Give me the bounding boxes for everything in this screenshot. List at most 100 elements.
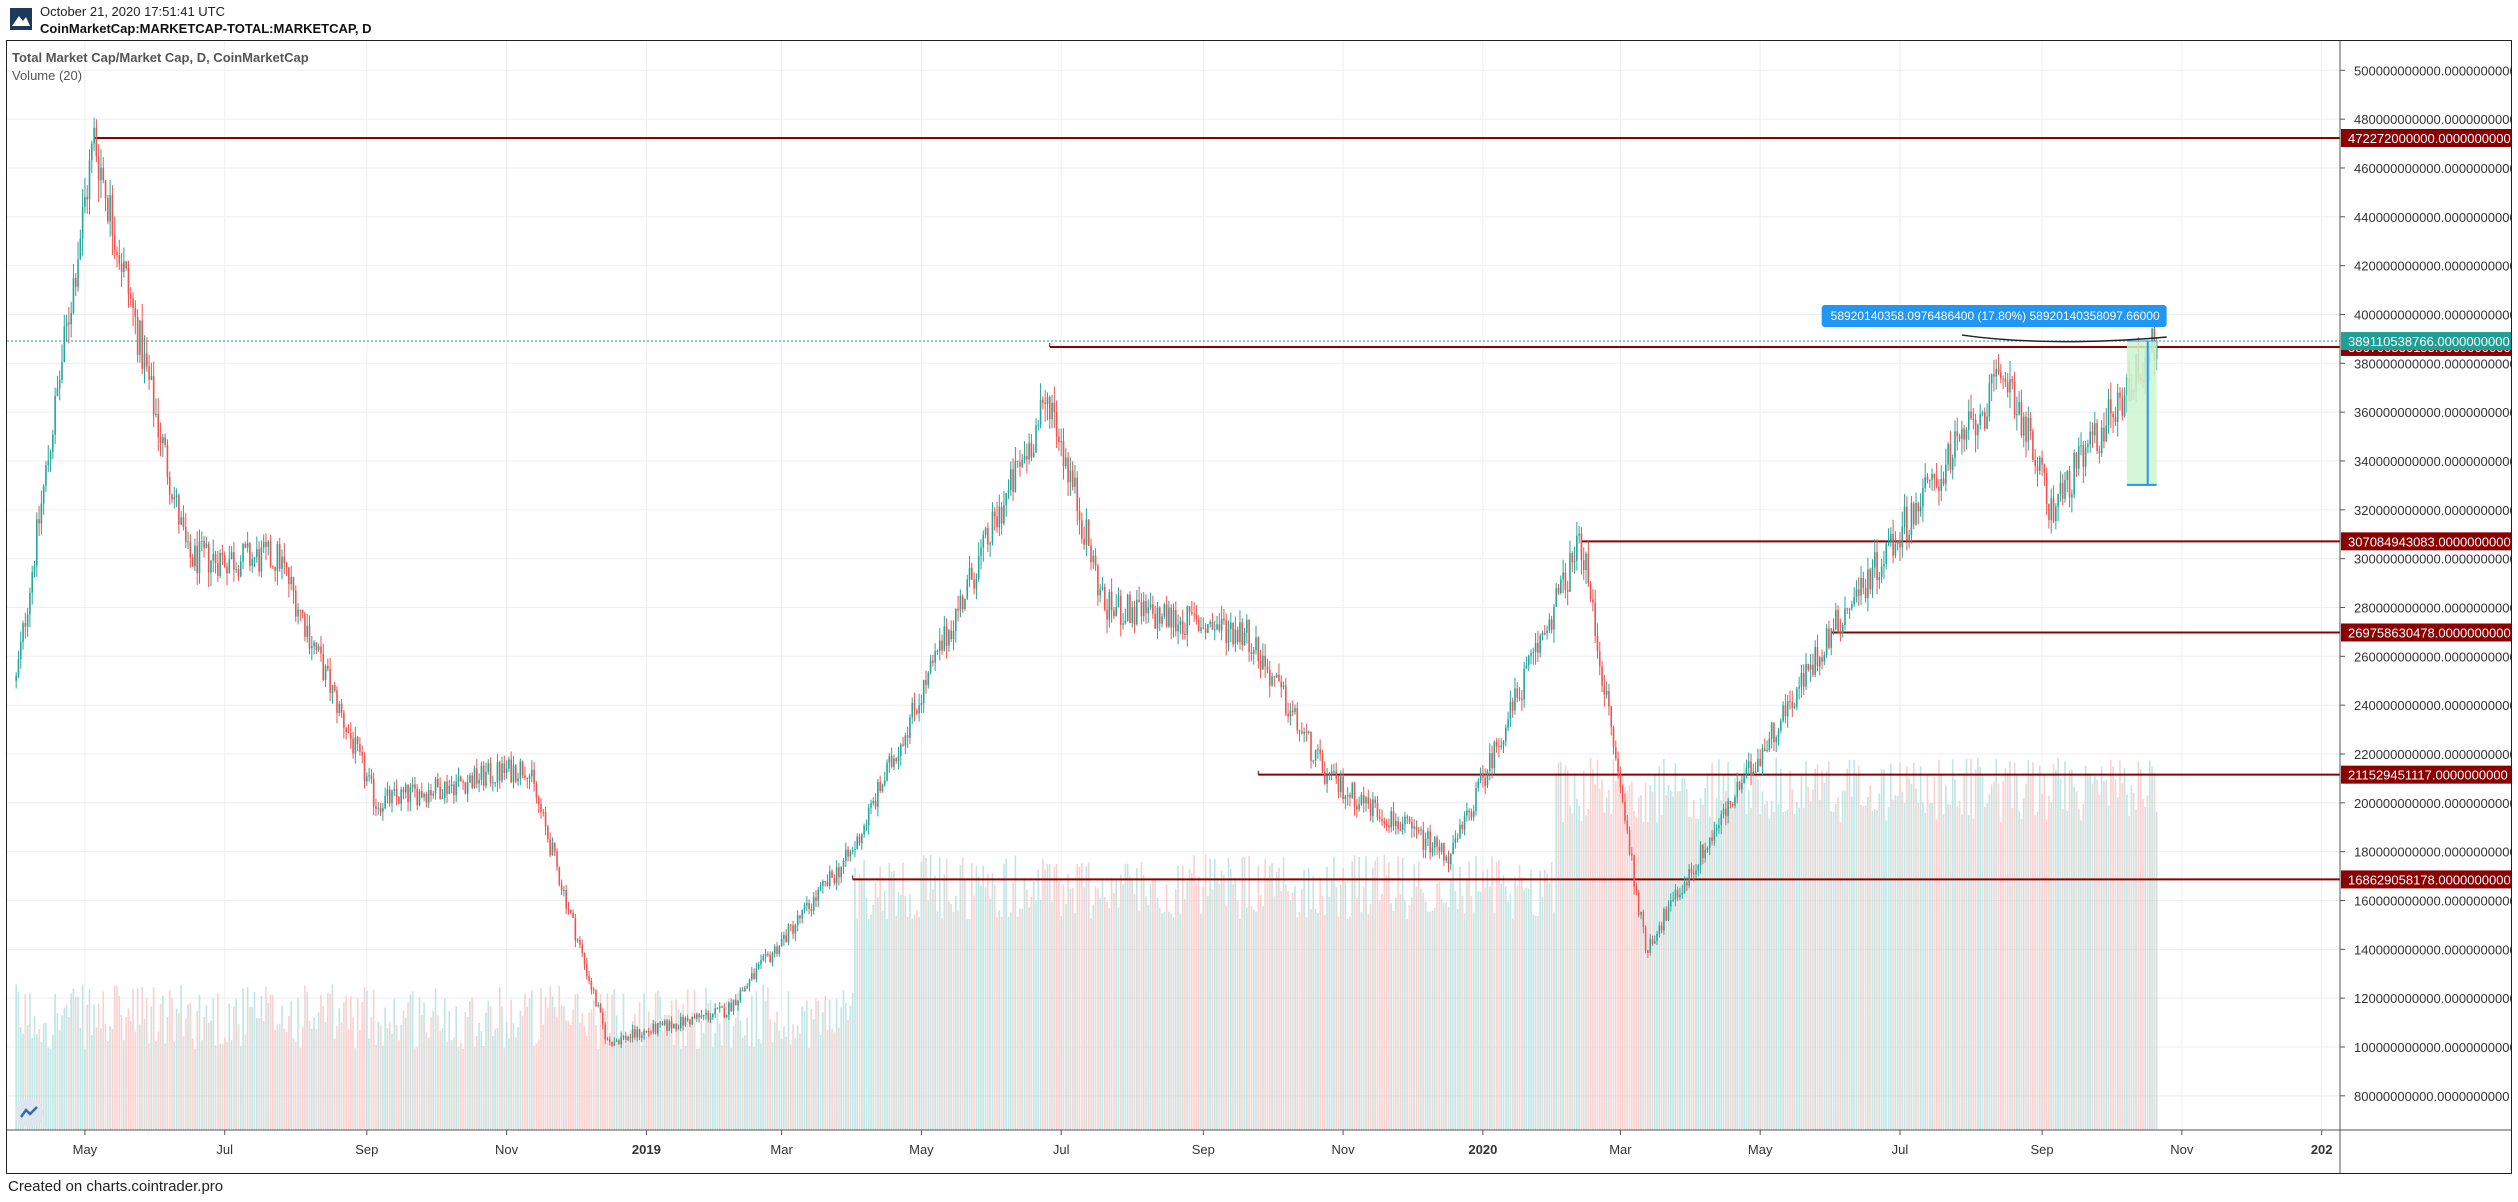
candle-body	[1032, 452, 1035, 458]
candle-body	[744, 987, 746, 992]
candle-body	[1876, 552, 1878, 581]
volume-bar	[1507, 901, 1509, 1130]
volume-bar	[1823, 783, 1826, 1130]
volume-bar	[528, 998, 531, 1130]
volume-bar	[1965, 758, 1968, 1130]
candle-body	[851, 850, 854, 852]
volume-bar	[863, 859, 865, 1130]
candle-body	[572, 912, 574, 918]
volume-bar	[2116, 797, 2119, 1130]
candle-body	[1383, 821, 1386, 824]
x-tick-label: May	[1748, 1142, 1773, 1157]
volume-bar	[68, 1017, 70, 1130]
candle-body	[1573, 560, 1576, 563]
candle-body	[267, 541, 270, 547]
volume-bar	[913, 914, 916, 1130]
candle-body	[783, 935, 785, 939]
candle-body	[88, 160, 91, 200]
volume-bar	[26, 1025, 29, 1130]
volume-bar	[375, 1044, 377, 1130]
candle-body	[1498, 746, 1500, 748]
candle-body	[1871, 567, 1874, 590]
candle-body	[1621, 786, 1624, 802]
candle-body	[489, 763, 492, 783]
candle-body	[1947, 443, 1949, 465]
candle-body	[1197, 618, 1200, 631]
candle-body	[899, 744, 902, 756]
volume-bar	[2096, 779, 2098, 1130]
volume-bar	[861, 880, 863, 1130]
volume-bar	[2073, 787, 2075, 1130]
volume-bar	[1541, 896, 1544, 1130]
candle-body	[803, 905, 806, 910]
volume-bar	[2148, 760, 2151, 1130]
candle-body	[659, 1022, 661, 1024]
candle-body	[1362, 795, 1365, 804]
volume-bar	[957, 910, 959, 1130]
price-chart[interactable]: 58920140358.0976486400 (17.80%) 58920140…	[7, 41, 2511, 1173]
candle-body	[1686, 882, 1688, 886]
candle-body	[288, 567, 290, 584]
volume-bar	[370, 1016, 373, 1130]
candle-body	[938, 640, 941, 651]
volume-bar	[2100, 766, 2103, 1130]
candle-body	[1243, 632, 1246, 645]
volume-bar	[693, 989, 696, 1130]
volume-bar	[180, 984, 182, 1130]
volume-bar	[1766, 800, 1768, 1130]
volume-bar	[1706, 772, 1709, 1130]
candle-body	[1255, 637, 1257, 651]
volume-bar	[1548, 882, 1551, 1130]
candle-body	[1679, 894, 1681, 898]
volume-bar	[1688, 817, 1690, 1130]
candle-body	[104, 180, 107, 198]
volume-bar	[1890, 763, 1892, 1130]
volume-bar	[2013, 762, 2016, 1130]
volume-bar	[409, 994, 412, 1130]
volume-bar	[636, 1025, 639, 1130]
y-tick-label: 140000000000.0000000000	[2354, 942, 2511, 957]
volume-bar	[2093, 775, 2096, 1130]
volume-bar	[1255, 911, 1257, 1130]
volume-bar	[902, 862, 904, 1130]
candle-body	[1933, 474, 1936, 478]
candle-body	[787, 924, 790, 943]
volume-bar	[1074, 912, 1076, 1130]
candle-body	[886, 762, 888, 781]
volume-bar	[1647, 821, 1649, 1130]
volume-bar	[984, 887, 987, 1130]
volume-bar	[228, 1003, 231, 1130]
candle-body	[58, 379, 61, 389]
volume-bar	[411, 991, 414, 1130]
volume-bar	[1711, 763, 1713, 1130]
candle-body	[262, 541, 265, 548]
candle-body	[854, 849, 856, 851]
candle-body	[734, 999, 737, 1006]
volume-bar	[526, 1006, 529, 1130]
volume-bar	[2123, 768, 2126, 1130]
volume-bar	[801, 1006, 804, 1130]
candle-body	[210, 560, 212, 573]
volume-bar	[748, 1045, 751, 1130]
candle-body	[1818, 657, 1821, 667]
candle-body	[1649, 939, 1651, 953]
candle-body	[1835, 610, 1837, 630]
volume-bar	[1181, 865, 1184, 1130]
volume-bar	[210, 1020, 212, 1130]
candle-body	[132, 298, 134, 308]
volume-bar	[1236, 900, 1239, 1130]
candle-body	[2013, 382, 2016, 415]
volume-bar	[1947, 803, 1949, 1130]
volume-bar	[1037, 869, 1040, 1130]
candle-body	[393, 788, 396, 791]
candle-body	[1961, 428, 1963, 439]
candle-body	[1521, 698, 1523, 700]
volume-bar	[1284, 884, 1287, 1130]
candle-body	[1979, 413, 1981, 425]
candle-body	[565, 889, 567, 909]
candle-body	[1747, 761, 1750, 768]
volume-bar	[157, 1031, 160, 1130]
candle-body	[120, 263, 123, 273]
volume-bar	[294, 1041, 297, 1130]
volume-bar	[1539, 870, 1541, 1130]
